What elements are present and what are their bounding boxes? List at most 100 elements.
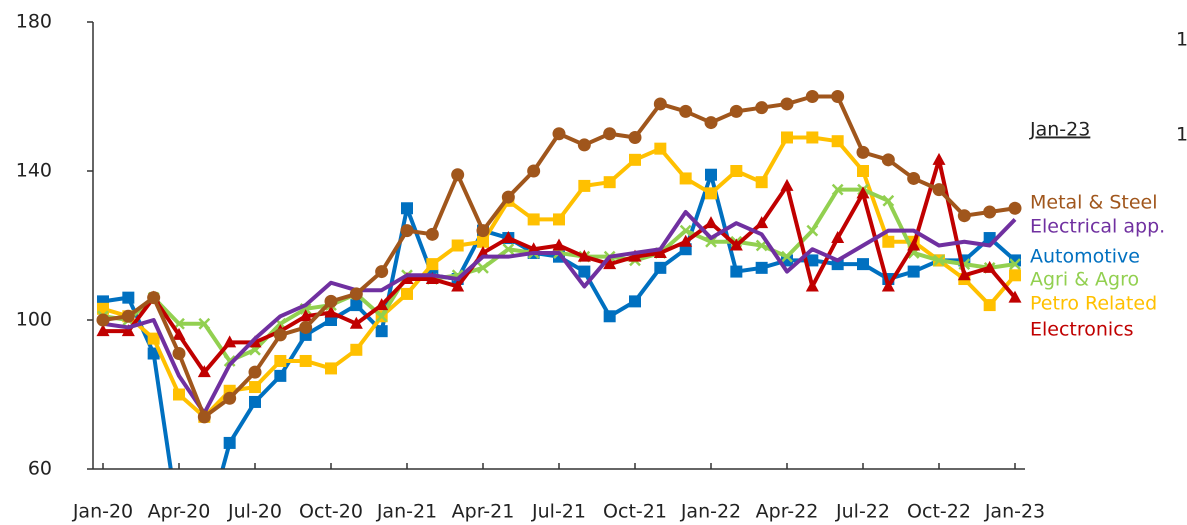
marker — [553, 213, 565, 226]
marker — [350, 343, 363, 356]
marker — [882, 235, 895, 248]
marker — [755, 216, 769, 229]
marker — [299, 354, 312, 367]
marker — [933, 254, 945, 267]
y-tick-label: 60 — [28, 458, 52, 480]
marker — [273, 328, 287, 342]
x-tick-label: Oct-22 — [907, 501, 971, 523]
marker — [653, 245, 667, 258]
marker — [857, 165, 869, 177]
marker — [477, 261, 489, 274]
marker — [907, 265, 920, 278]
marker — [1008, 290, 1022, 303]
marker — [628, 249, 642, 262]
legend-label: Automotive — [1030, 246, 1140, 268]
marker — [983, 260, 997, 273]
legend-label: Metal & Steel — [1030, 192, 1158, 214]
x-tick-label: Apr-22 — [756, 501, 819, 523]
y-tick-label: 180 — [16, 11, 52, 33]
marker — [653, 97, 667, 111]
x-tick-label: Jan-22 — [680, 501, 741, 523]
marker — [425, 272, 439, 285]
marker — [806, 131, 819, 144]
marker — [578, 265, 591, 278]
legend-label: Electrical app. — [1030, 216, 1165, 238]
x-tick-label: Jan-21 — [376, 501, 437, 523]
marker — [729, 238, 743, 251]
series-line — [102, 209, 1017, 416]
marker — [400, 272, 414, 285]
marker — [223, 335, 237, 348]
marker — [629, 295, 641, 308]
marker — [147, 291, 161, 305]
marker — [603, 257, 617, 270]
marker — [1009, 258, 1021, 271]
marker — [781, 131, 793, 144]
marker — [451, 168, 465, 182]
marker — [780, 178, 794, 191]
marker — [274, 354, 287, 367]
marker — [780, 97, 794, 111]
marker — [401, 202, 413, 215]
marker — [349, 287, 363, 301]
marker — [147, 347, 160, 360]
marker — [248, 365, 262, 379]
marker — [147, 332, 160, 345]
marker — [983, 299, 996, 312]
marker — [856, 145, 870, 159]
marker — [705, 187, 717, 200]
marker — [654, 261, 667, 274]
marker — [400, 224, 414, 238]
x-tick-label: Apr-21 — [452, 501, 515, 523]
marker — [552, 238, 566, 251]
marker — [375, 298, 389, 311]
marker — [502, 243, 515, 256]
marker — [856, 186, 870, 199]
marker — [1009, 269, 1021, 282]
marker — [831, 231, 845, 244]
marker — [451, 279, 465, 292]
marker — [401, 287, 413, 300]
marker — [831, 90, 845, 103]
marker — [654, 142, 667, 155]
marker — [705, 235, 717, 248]
marker — [932, 152, 946, 165]
marker — [679, 234, 693, 247]
marker — [781, 250, 793, 263]
marker — [197, 365, 211, 378]
marker — [577, 138, 591, 152]
marker — [96, 324, 110, 337]
marker — [324, 294, 338, 308]
series-line — [102, 172, 1017, 469]
marker — [553, 250, 565, 263]
marker — [121, 309, 135, 323]
marker — [831, 183, 844, 196]
marker — [325, 362, 337, 375]
marker — [857, 258, 869, 271]
marker — [805, 279, 819, 292]
marker — [806, 224, 819, 237]
marker — [983, 205, 997, 219]
marker — [299, 320, 313, 334]
marker — [299, 309, 313, 322]
marker — [426, 258, 439, 271]
legend-label: Petro Related — [1030, 293, 1157, 315]
marker — [425, 227, 439, 241]
marker — [223, 391, 237, 405]
marker — [628, 130, 642, 144]
marker — [1008, 201, 1022, 215]
x-tick-label: Jan-23 — [984, 501, 1045, 523]
marker — [603, 176, 616, 189]
marker — [704, 216, 718, 229]
marker — [831, 135, 844, 148]
annotation: 1 — [1176, 29, 1187, 51]
marker — [805, 90, 819, 103]
marker — [249, 381, 261, 394]
marker — [501, 190, 515, 204]
marker — [349, 316, 363, 329]
x-tick-label: Oct-20 — [299, 501, 363, 523]
marker — [552, 127, 566, 141]
marker — [704, 116, 718, 130]
marker — [730, 265, 743, 278]
